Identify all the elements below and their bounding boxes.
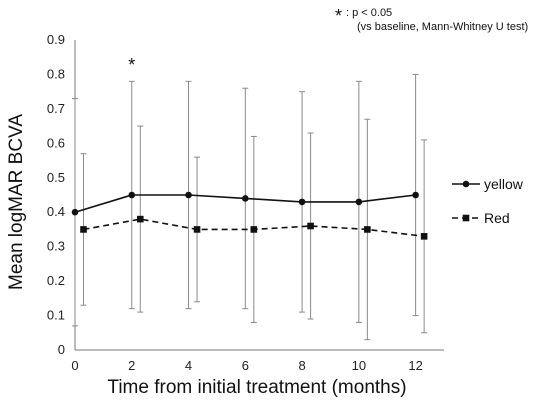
series-markers (71, 191, 428, 240)
data-point-yellow (185, 191, 192, 199)
significance-star: * (128, 55, 135, 75)
note-line-1: : p < 0.05 (346, 7, 392, 19)
note-line-2: (vs baseline, Mann-Whitney U test) (357, 21, 528, 33)
data-point-red (250, 226, 258, 233)
y-tick-label: 0.5 (47, 170, 65, 185)
data-point-red (80, 226, 87, 233)
y-tick-label: 0.9 (47, 32, 65, 47)
significance-note: * : p < 0.05 (vs baseline, Mann-Whitney … (335, 6, 528, 33)
data-point-yellow (355, 198, 363, 206)
x-tick-label: 12 (408, 358, 422, 373)
note-star: * (335, 6, 342, 26)
y-tick-label: 0.2 (47, 273, 65, 288)
y-tick-label: 0.1 (47, 308, 65, 323)
x-tick-label: 0 (71, 358, 78, 373)
y-axis-label: Mean logMAR BCVA (6, 114, 27, 290)
data-point-yellow (412, 191, 419, 199)
y-tick-label: 0 (58, 342, 65, 357)
data-point-yellow (298, 198, 306, 206)
data-point-yellow (242, 195, 249, 202)
legend: yellow Red (452, 176, 524, 226)
x-tick-label: 8 (298, 358, 305, 373)
y-tick-label: 0.4 (47, 204, 65, 219)
legend-marker-red (462, 214, 470, 222)
x-axis-label: Time from initial treatment (months) (107, 377, 406, 398)
data-point-red (136, 215, 144, 223)
x-tick-label: 6 (242, 358, 249, 373)
series-lines (74, 194, 425, 238)
x-tick-labels: 0 2 4 6 8 10 12 (71, 358, 422, 373)
annotations: * (128, 55, 135, 75)
x-tick-label: 4 (185, 358, 192, 373)
error-bars (72, 73, 428, 341)
data-point-yellow (128, 191, 136, 199)
legend-label-yellow: yellow (484, 176, 524, 192)
x-tick-label: 10 (352, 358, 366, 373)
legend-label-red: Red (484, 210, 510, 226)
y-tick-labels: 0 0.1 0.2 0.3 0.4 0.5 0.6 0.7 0.8 0.9 (47, 32, 65, 357)
data-point-red (307, 222, 314, 230)
data-point-red (420, 233, 428, 240)
data-point-red (364, 226, 371, 233)
y-tick-label: 0.7 (47, 101, 65, 116)
data-point-yellow (71, 208, 79, 216)
x-tick-label: 2 (128, 358, 135, 373)
y-tick-label: 0.6 (47, 135, 65, 150)
legend-marker-yellow (462, 180, 470, 188)
y-tick-label: 0.8 (47, 66, 65, 81)
y-tick-label: 0.3 (47, 239, 65, 254)
data-point-red (193, 226, 201, 233)
